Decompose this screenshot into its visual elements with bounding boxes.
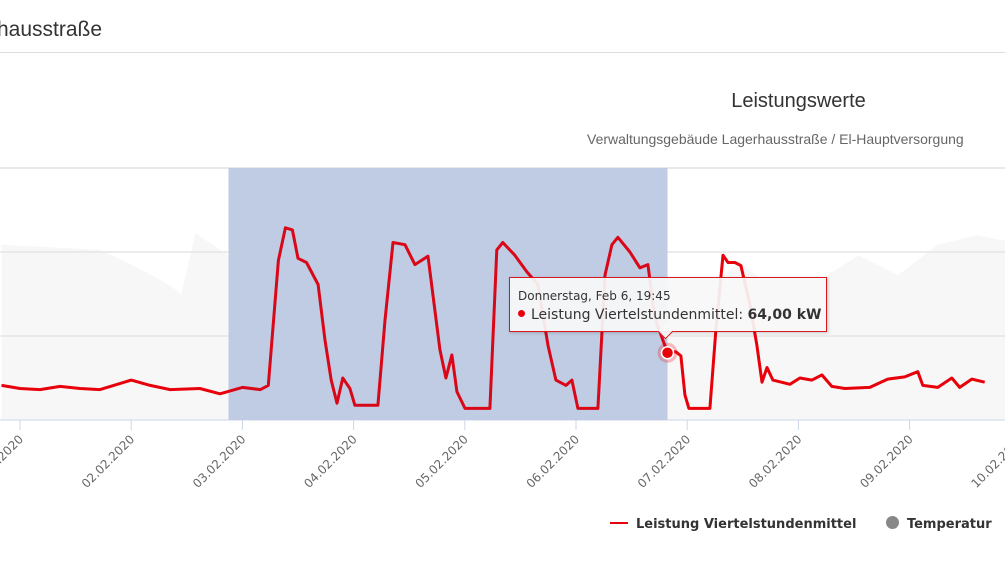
legend-label-power: Leistung Viertelstundenmittel	[636, 517, 857, 532]
x-tick-label: 02.02.2020	[79, 432, 137, 490]
x-tick-label: 07.02.2020	[635, 432, 693, 490]
header-divider	[0, 52, 1005, 53]
legend-label-temperature: Temperatur	[906, 517, 992, 532]
chart-subtitle: Verwaltungsgebäude Lagerhausstraße / El-…	[587, 131, 964, 147]
legend-circle-icon	[885, 516, 899, 529]
page-header-title: hausstraße	[0, 18, 103, 41]
hover-point	[660, 346, 675, 360]
x-tick-label: 10.02.2020	[968, 432, 1005, 490]
x-tick-label: 01.02.2020	[0, 432, 26, 490]
tooltip: Donnerstag, Feb 6, 19:45 Leistung Vierte…	[509, 277, 827, 332]
tooltip-series: Leistung Viertelstundenmittel	[531, 307, 739, 323]
legend-line-icon	[610, 522, 628, 524]
power-line	[1, 226, 986, 410]
series-dot-icon	[518, 310, 525, 317]
x-tick-label: 06.02.2020	[524, 432, 582, 490]
legend: Leistung Viertelstundenmittel Temperatur	[610, 516, 992, 532]
x-tick-label: 08.02.2020	[746, 432, 804, 490]
x-tick-label: 04.02.2020	[301, 432, 359, 490]
legend-item-temperature[interactable]: Temperatur	[861, 516, 992, 532]
x-tick-label: 09.02.2020	[857, 432, 915, 490]
x-tick-label: 05.02.2020	[412, 432, 470, 490]
x-tick-label: 03.02.2020	[190, 432, 248, 490]
chart-title: Leistungswerte	[731, 90, 866, 112]
legend-item-power[interactable]: Leistung Viertelstundenmittel	[610, 517, 856, 532]
tooltip-date: Donnerstag, Feb 6, 19:45	[518, 289, 671, 303]
tooltip-value: 64,00 kW	[747, 307, 822, 323]
